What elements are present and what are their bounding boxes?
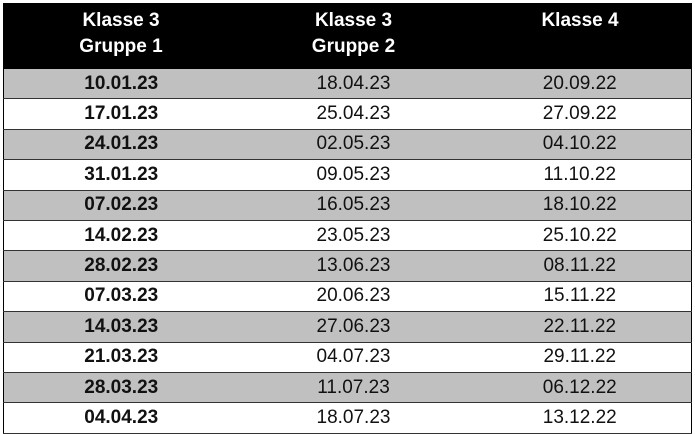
header-cell: Klasse 4: [468, 3, 692, 69]
table-cell: 04.07.23: [238, 341, 469, 373]
table-cell: 10.01.23: [3, 67, 239, 100]
table-cell: 20.06.23: [238, 280, 469, 313]
table-body: 10.01.23 18.04.23 20.09.22 17.01.23 25.04.23…: [3, 67, 692, 434]
table-row: 28.03.23 11.07.23 06.12.22: [3, 371, 692, 404]
header-text: Gruppe 2: [311, 36, 396, 57]
table-cell: 24.01.23: [3, 128, 239, 161]
table-cell: 22.11.22: [468, 311, 692, 343]
table-cell: 09.05.23: [238, 159, 469, 191]
header-cell: Klasse 3 Gruppe 2: [238, 3, 469, 69]
table-cell: 28.03.23: [3, 371, 239, 404]
table-cell: 25.04.23: [238, 98, 469, 130]
table-row: 31.01.23 09.05.23 11.10.22: [3, 159, 692, 191]
table-cell: 20.09.22: [468, 67, 692, 100]
header-cell: Klasse 3 Gruppe 1: [3, 3, 239, 69]
table-cell: 15.11.22: [468, 280, 692, 313]
table-cell: 14.02.23: [3, 219, 239, 252]
table-row: 14.03.23 27.06.23 22.11.22: [3, 311, 692, 343]
table-cell: 28.02.23: [3, 250, 239, 282]
table-row: 24.01.23 02.05.23 04.10.22: [3, 128, 692, 161]
table-row: 14.02.23 23.05.23 25.10.22: [3, 219, 692, 252]
table-cell: 18.04.23: [238, 67, 469, 100]
table-row: 04.04.23 18.07.23 13.12.22: [3, 402, 692, 434]
table-cell: 27.09.22: [468, 98, 692, 130]
table-cell: 21.03.23: [3, 341, 239, 373]
schedule-table: Klasse 3 Gruppe 1 Klasse 3 Gruppe 2 Klasse 4…: [3, 3, 692, 434]
table-cell: 04.04.23: [3, 402, 239, 434]
table-cell: 04.10.22: [468, 128, 692, 161]
table-cell: 23.05.23: [238, 219, 469, 252]
table-row: 10.01.23 18.04.23 20.09.22: [3, 67, 692, 100]
header-row: Klasse 3 Gruppe 1 Klasse 3 Gruppe 2 Klasse 4: [3, 3, 692, 69]
table-row: 21.03.23 04.07.23 29.11.22: [3, 341, 692, 373]
table-cell: 18.07.23: [238, 402, 469, 434]
table-row: 28.02.23 13.06.23 08.11.22: [3, 250, 692, 282]
table-cell: 07.03.23: [3, 280, 239, 313]
header-text: Klasse 4: [541, 10, 619, 31]
table-cell: 13.06.23: [238, 250, 469, 282]
table-cell: 25.10.22: [468, 219, 692, 252]
table-cell: 17.01.23: [3, 98, 239, 130]
table-cell: 29.11.22: [468, 341, 692, 373]
header-text: Klasse 3: [82, 10, 160, 31]
table-cell: 18.10.22: [468, 189, 692, 221]
table-cell: 08.11.22: [468, 250, 692, 282]
table: Klasse 3 Gruppe 1 Klasse 3 Gruppe 2 Klasse 4…: [3, 3, 692, 434]
table-cell: 06.12.22: [468, 371, 692, 404]
table-cell: 31.01.23: [3, 159, 239, 191]
table-cell: 13.12.22: [468, 402, 692, 434]
table-cell: 02.05.23: [238, 128, 469, 161]
table-row: 17.01.23 25.04.23 27.09.22: [3, 98, 692, 130]
header-text: Klasse 3: [314, 10, 393, 31]
table-cell: 14.03.23: [3, 311, 239, 343]
table-cell: 11.07.23: [238, 371, 469, 404]
table-cell: 07.02.23: [3, 189, 239, 221]
table-cell: 27.06.23: [238, 311, 469, 343]
header-text: Gruppe 1: [79, 36, 163, 57]
table-row: 07.03.23 20.06.23 15.11.22: [3, 280, 692, 313]
table-cell: 16.05.23: [238, 189, 469, 221]
table-row: 07.02.23 16.05.23 18.10.22: [3, 189, 692, 221]
table-cell: 11.10.22: [468, 159, 692, 191]
